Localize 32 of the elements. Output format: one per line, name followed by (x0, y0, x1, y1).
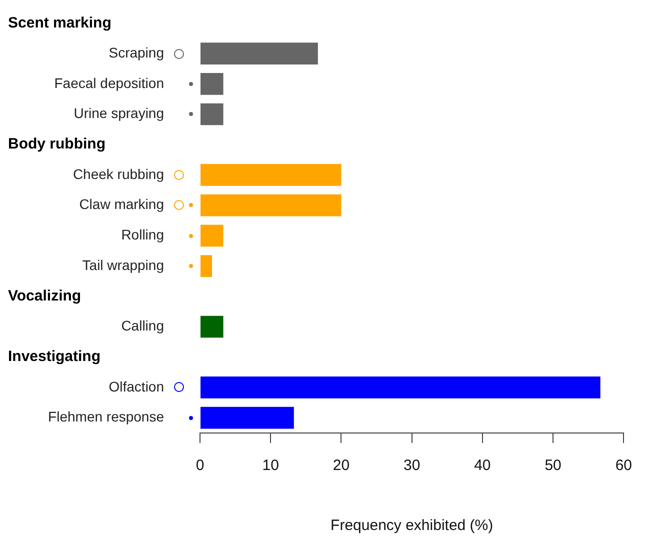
text: Investigating (8, 348, 101, 366)
text: Vocalizing (8, 288, 82, 305)
y-tick-label: Calling (121, 318, 164, 334)
x-tick-label: 10 (262, 457, 279, 474)
bar (200, 406, 294, 429)
y-tick-label: Faecal deposition (54, 74, 164, 91)
y-tick-label: Cheek rubbing (72, 166, 164, 182)
y-tick-label: Scraping (108, 44, 164, 60)
x-tick-label: 30 (403, 457, 420, 474)
x-axis-title: Frequency exhibited (%) (330, 517, 494, 534)
bar (200, 164, 342, 186)
bar (200, 42, 318, 64)
bar (200, 103, 224, 126)
y-tick-label: Urine spraying (74, 105, 164, 122)
text: Scent marking (8, 14, 112, 32)
x-tick-label: 50 (544, 457, 562, 474)
x-tick-label: 0 (196, 457, 204, 474)
x-tick-label: 20 (332, 457, 350, 474)
y-tick-label: Olfaction (108, 378, 164, 394)
bar (200, 194, 342, 216)
x-tick-label: 60 (615, 457, 632, 474)
y-tick-label: Claw marking (79, 196, 164, 212)
text: Body rubbing (8, 136, 106, 153)
x-tick-label: 40 (474, 457, 491, 474)
y-tick-label: Rolling (121, 226, 164, 243)
bar (200, 316, 224, 338)
y-tick-label: Tail wrapping (82, 256, 164, 273)
bar (200, 72, 224, 95)
y-tick-label: Flehmen response (48, 408, 164, 425)
bar (200, 376, 600, 398)
bar (200, 224, 224, 247)
bar (200, 255, 212, 277)
